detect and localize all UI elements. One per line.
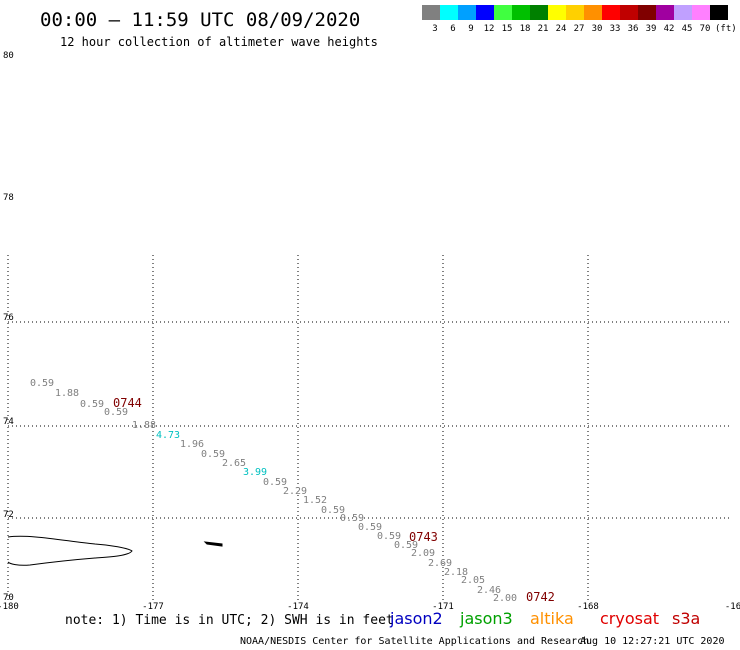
longitude-label: -171 bbox=[432, 602, 454, 612]
pass-time-label: 0744 bbox=[113, 396, 142, 410]
footer-timestamp: Aug 10 12:27:21 UTC 2020 bbox=[580, 636, 725, 647]
track-time-labels: 0744 0743 0742 bbox=[113, 396, 555, 604]
pass-time-label: 0742 bbox=[526, 590, 555, 604]
longitude-label: -180 bbox=[0, 602, 19, 612]
wave-height-value: 2.69 bbox=[428, 558, 452, 569]
wave-height-value: 2.65 bbox=[222, 458, 246, 469]
wave-height-value: 0.59 bbox=[30, 378, 54, 389]
longitude-label: -16 bbox=[725, 602, 740, 612]
legend-swatch bbox=[512, 5, 530, 20]
legend-label: 42 bbox=[664, 24, 675, 34]
legend-unit: (ft) bbox=[715, 24, 737, 34]
wave-height-value: 0.59 bbox=[201, 449, 225, 460]
legend-swatch bbox=[476, 5, 494, 20]
lat-lon-grid bbox=[7, 255, 732, 600]
legend-label: 15 bbox=[502, 24, 513, 34]
satellite-cryosat: cryosat bbox=[600, 609, 659, 628]
wave-height-value: 0.59 bbox=[80, 399, 104, 410]
satellite-jason2: jason2 bbox=[389, 609, 443, 628]
legend-swatch bbox=[494, 5, 512, 20]
legend-label: 9 bbox=[468, 24, 473, 34]
wave-height-value: 3.99 bbox=[243, 467, 267, 478]
legend-label: 36 bbox=[628, 24, 639, 34]
satellite-altika: altika bbox=[530, 609, 574, 628]
legend-swatch bbox=[422, 5, 440, 20]
wave-height-value: 2.46 bbox=[477, 585, 501, 596]
longitude-label: -174 bbox=[287, 602, 309, 612]
longitude-label: -177 bbox=[142, 602, 164, 612]
legend-swatch bbox=[458, 5, 476, 20]
legend-label: 70 bbox=[700, 24, 711, 34]
latitude-label: 76 bbox=[3, 313, 14, 323]
satellite-s3a: s3a bbox=[672, 609, 700, 628]
longitude-labels: -180 -177 -174 -171 -168 -16 bbox=[0, 602, 740, 612]
latitude-labels: 80 78 76 74 72 70 bbox=[3, 51, 14, 603]
latitude-label: 78 bbox=[3, 193, 14, 203]
wave-height-value: 2.09 bbox=[411, 548, 435, 559]
islet-coastline bbox=[203, 541, 223, 547]
legend-label: 3 bbox=[432, 24, 437, 34]
latitude-label: 70 bbox=[3, 593, 14, 603]
wave-height-value: 1.96 bbox=[180, 439, 204, 450]
legend-swatch bbox=[584, 5, 602, 20]
map-subtitle: 12 hour collection of altimeter wave hei… bbox=[60, 35, 378, 49]
legend-label: 30 bbox=[592, 24, 603, 34]
legend-label: 27 bbox=[574, 24, 585, 34]
wave-height-value: 2.18 bbox=[444, 567, 468, 578]
wave-height-value: 2.29 bbox=[283, 486, 307, 497]
latitude-label: 72 bbox=[3, 510, 14, 520]
wave-height-value: 1.52 bbox=[303, 495, 327, 506]
island-coastline bbox=[7, 535, 133, 566]
legend-label: 24 bbox=[556, 24, 567, 34]
legend-swatch bbox=[656, 5, 674, 20]
legend-label: 12 bbox=[484, 24, 495, 34]
legend-label: 18 bbox=[520, 24, 531, 34]
legend-label: 45 bbox=[682, 24, 693, 34]
legend-swatch bbox=[674, 5, 692, 20]
wave-height-value: 2.00 bbox=[493, 593, 517, 604]
footer-note: note: 1) Time is in UTC; 2) SWH is in fe… bbox=[65, 613, 394, 628]
legend-label: 33 bbox=[610, 24, 621, 34]
footer-credit: NOAA/NESDIS Center for Satellite Applica… bbox=[240, 636, 589, 647]
legend-swatch bbox=[566, 5, 584, 20]
wave-height-value: 4.73 bbox=[156, 430, 180, 441]
longitude-label: -168 bbox=[577, 602, 599, 612]
wave-height-value: 2.05 bbox=[461, 575, 485, 586]
wave-height-value: 1.88 bbox=[55, 388, 79, 399]
legend-swatch bbox=[440, 5, 458, 20]
latitude-label: 80 bbox=[3, 51, 14, 61]
legend-label: 6 bbox=[450, 24, 455, 34]
wave-height-value: 0.59 bbox=[263, 477, 287, 488]
latitude-label: 74 bbox=[3, 417, 14, 427]
legend-swatch bbox=[548, 5, 566, 20]
wave-height-value: 0.59 bbox=[377, 531, 401, 542]
legend-swatch bbox=[620, 5, 638, 20]
legend-swatch bbox=[530, 5, 548, 20]
legend-swatch bbox=[638, 5, 656, 20]
wave-height-color-legend: 3 6 9 12 15 18 21 24 27 30 33 36 39 42 45 70 (ft) bbox=[422, 5, 737, 34]
wave-height-value: 0.59 bbox=[394, 540, 418, 551]
legend-swatch bbox=[692, 5, 710, 20]
legend-label: 39 bbox=[646, 24, 657, 34]
wave-height-value: 0.59 bbox=[321, 505, 345, 516]
legend-swatch bbox=[710, 5, 728, 20]
wave-height-value: 1.88 bbox=[132, 420, 156, 431]
satellite-key: jason2 jason3 altika cryosat s3a bbox=[389, 609, 700, 628]
pass-time-label: 0743 bbox=[409, 530, 438, 544]
map-title: 00:00 – 11:59 UTC 08/09/2020 bbox=[40, 9, 360, 31]
legend-label: 21 bbox=[538, 24, 549, 34]
satellite-track: 0.591.880.590.591.884.731.960.592.653.99… bbox=[30, 378, 517, 604]
wave-height-value: 0.59 bbox=[340, 513, 364, 524]
wave-height-value: 0.59 bbox=[358, 522, 382, 533]
legend-swatch bbox=[602, 5, 620, 20]
satellite-jason3: jason3 bbox=[459, 609, 513, 628]
wave-height-value: 0.59 bbox=[104, 407, 128, 418]
